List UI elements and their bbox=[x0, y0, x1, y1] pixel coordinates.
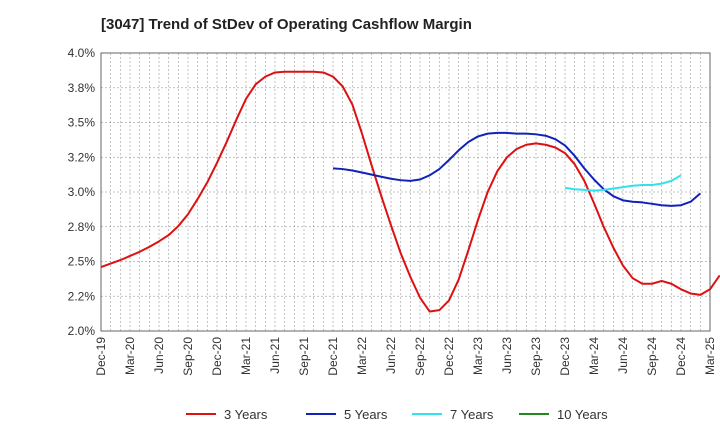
series-line bbox=[564, 174, 682, 192]
legend-label: 3 Years bbox=[224, 407, 268, 422]
x-tick-label: Mar-23 bbox=[471, 337, 485, 375]
x-tick-label: Sep-20 bbox=[181, 337, 195, 376]
legend-label: 10 Years bbox=[557, 407, 608, 422]
x-tick-label: Jun-24 bbox=[616, 337, 630, 374]
x-tick-label: Dec-20 bbox=[210, 337, 224, 376]
x-tick-label: Dec-19 bbox=[94, 337, 108, 376]
x-tick-label: Dec-23 bbox=[558, 337, 572, 376]
x-tick-label: Mar-22 bbox=[355, 337, 369, 375]
x-tick-label: Mar-25 bbox=[703, 337, 717, 375]
x-tick-label: Dec-24 bbox=[674, 337, 688, 376]
y-tick-label: 2.2% bbox=[68, 289, 96, 303]
y-tick-label: 3.2% bbox=[68, 150, 96, 164]
series-line bbox=[100, 70, 720, 313]
legend-label: 5 Years bbox=[344, 407, 388, 422]
plot-border bbox=[100, 52, 711, 332]
y-tick-label: 4.0% bbox=[68, 46, 96, 60]
x-tick-label: Sep-22 bbox=[413, 337, 427, 376]
y-tick-label: 3.0% bbox=[68, 185, 96, 199]
x-tick-label: Sep-23 bbox=[529, 337, 543, 376]
y-tick-label: 2.5% bbox=[68, 255, 96, 269]
x-tick-label: Mar-24 bbox=[587, 337, 601, 375]
chart-title: [3047] Trend of StDev of Operating Cashf… bbox=[101, 16, 472, 33]
x-tick-label: Jun-20 bbox=[152, 337, 166, 374]
x-tick-label: Mar-21 bbox=[239, 337, 253, 375]
x-tick-label: Jun-22 bbox=[384, 337, 398, 374]
x-tick-label: Jun-23 bbox=[500, 337, 514, 374]
x-tick-label: Sep-21 bbox=[297, 337, 311, 376]
y-tick-label: 2.8% bbox=[68, 220, 96, 234]
legend-label: 7 Years bbox=[450, 407, 494, 422]
y-tick-label: 3.8% bbox=[68, 81, 96, 95]
x-tick-label: Dec-22 bbox=[442, 337, 456, 376]
x-tick-label: Mar-20 bbox=[123, 337, 137, 375]
x-tick-label: Dec-21 bbox=[326, 337, 340, 376]
x-tick-label: Sep-24 bbox=[645, 337, 659, 376]
x-tick-label: Jun-21 bbox=[268, 337, 282, 374]
y-tick-label: 3.5% bbox=[68, 116, 96, 130]
series-line bbox=[332, 131, 701, 207]
y-tick-label: 2.0% bbox=[68, 324, 96, 338]
